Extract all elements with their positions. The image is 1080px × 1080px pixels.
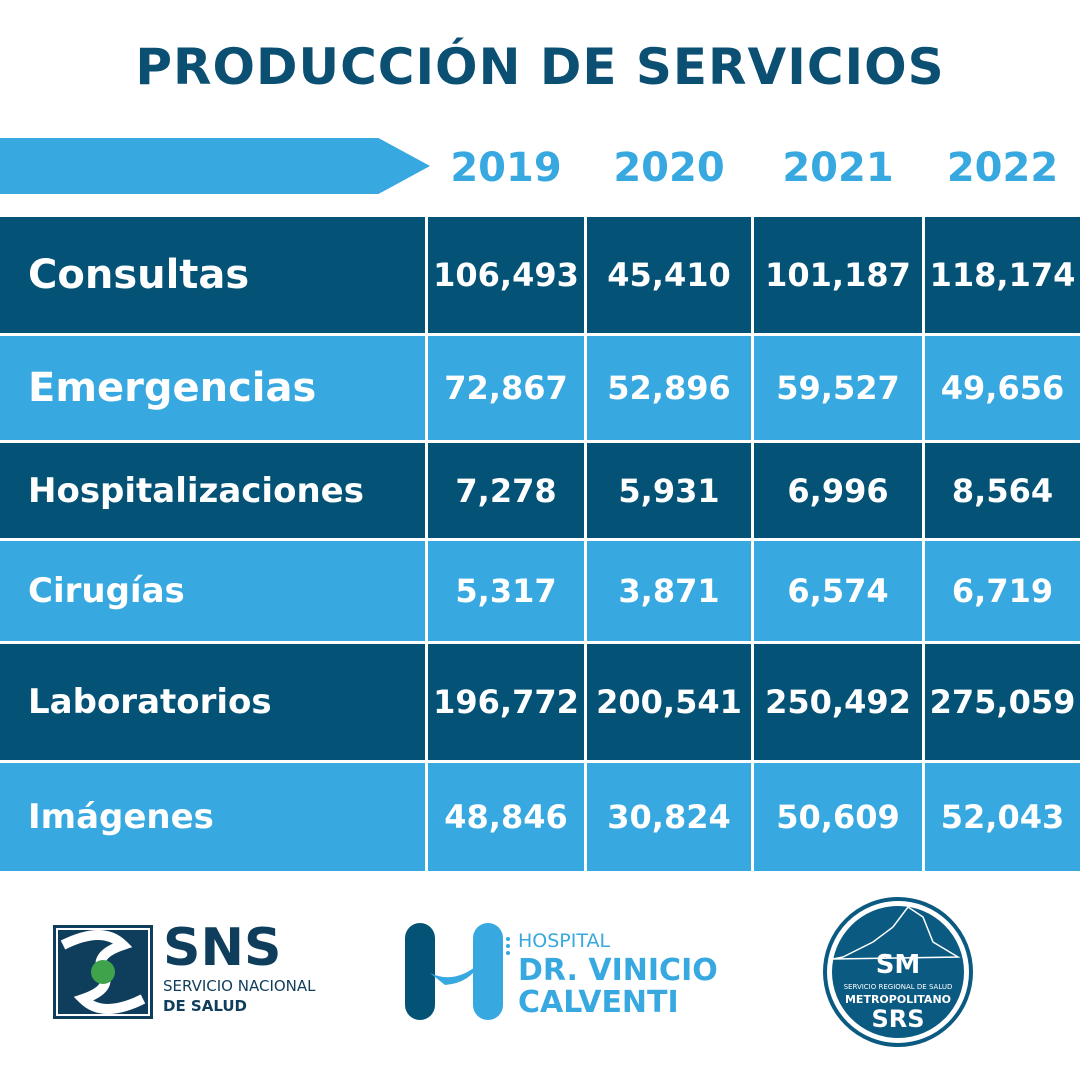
- value-cell: 106,493: [428, 217, 584, 333]
- sns-line1: SERVICIO NACIONAL: [163, 977, 316, 995]
- srs-seal-icon: [823, 897, 973, 1047]
- row-label: Cirugías: [0, 541, 425, 641]
- column-header-2021: 2021: [782, 145, 894, 191]
- srs-line1: SERVICIO REGIONAL DE SALUD: [843, 983, 953, 991]
- page-title: PRODUCCIÓN DE SERVICIOS: [135, 38, 945, 96]
- value-cell: 30,824: [587, 763, 751, 871]
- value-cell: 52,043: [925, 763, 1080, 871]
- value-cell: 5,317: [428, 541, 584, 641]
- hospital-line1: HOSPITAL: [518, 930, 611, 952]
- value-cell: 8,564: [925, 443, 1080, 538]
- value-cell: 45,410: [587, 217, 751, 333]
- value-cell: 50,609: [754, 763, 922, 871]
- value-cell: 7,278: [428, 443, 584, 538]
- header-arrow: [0, 138, 430, 194]
- sns-name: SNS: [163, 918, 282, 978]
- srs-line3: SRS: [871, 1005, 925, 1033]
- row-label: Consultas: [0, 217, 425, 333]
- srs-line2: METROPOLITANO: [844, 993, 952, 1006]
- row-label: Emergencias: [0, 336, 425, 440]
- value-cell: 118,174: [925, 217, 1080, 333]
- value-cell: 196,772: [428, 644, 584, 760]
- value-cell: 52,896: [587, 336, 751, 440]
- hospital-h-icon: [405, 923, 510, 1020]
- row-label: Hospitalizaciones: [0, 443, 425, 538]
- value-cell: 200,541: [587, 644, 751, 760]
- value-cell: 6,719: [925, 541, 1080, 641]
- value-cell: 101,187: [754, 217, 922, 333]
- row-label: Laboratorios: [0, 644, 425, 760]
- srs-mark: SM: [875, 950, 921, 980]
- hospital-line2: DR. VINICIO: [518, 953, 718, 988]
- value-cell: 72,867: [428, 336, 584, 440]
- column-header-2019: 2019: [450, 145, 562, 191]
- sns-hands-icon: [53, 925, 153, 1019]
- value-cell: 6,574: [754, 541, 922, 641]
- value-cell: 275,059: [925, 644, 1080, 760]
- value-cell: 250,492: [754, 644, 922, 760]
- value-cell: 49,656: [925, 336, 1080, 440]
- sns-line2: DE SALUD: [163, 997, 247, 1015]
- column-header-2020: 2020: [613, 145, 725, 191]
- value-cell: 3,871: [587, 541, 751, 641]
- value-cell: 59,527: [754, 336, 922, 440]
- row-label: Imágenes: [0, 763, 425, 871]
- column-header-2022: 2022: [946, 145, 1059, 191]
- hospital-line3: CALVENTI: [518, 985, 679, 1020]
- value-cell: 5,931: [587, 443, 751, 538]
- value-cell: 6,996: [754, 443, 922, 538]
- value-cell: 48,846: [428, 763, 584, 871]
